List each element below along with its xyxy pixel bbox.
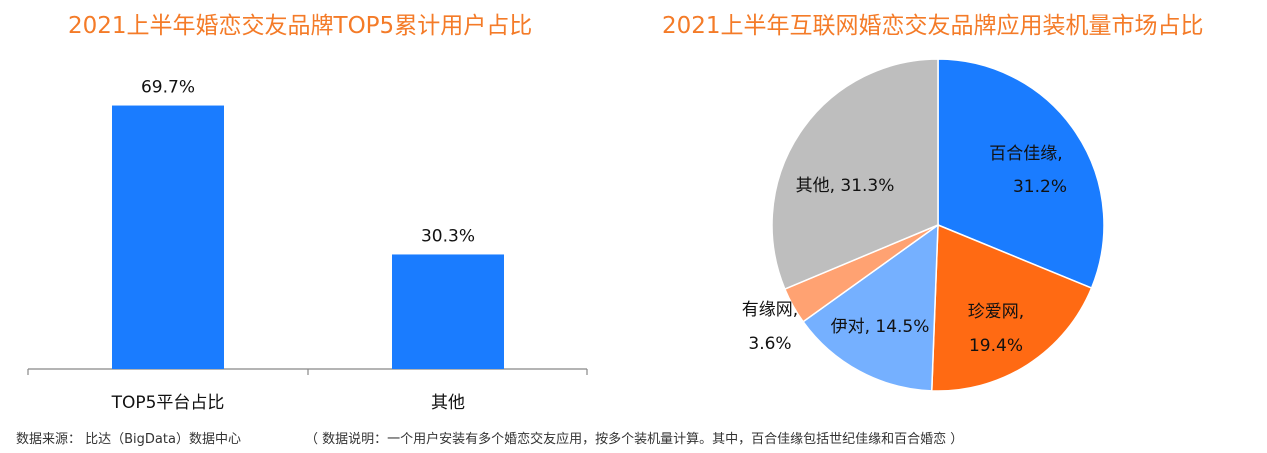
pie-slice-2 — [930, 223, 1093, 392]
bar-chart-title: 2021上半年婚恋交友品牌TOP5累计用户占比 — [68, 13, 533, 39]
pie-slice-label: 百合佳缘, — [989, 144, 1062, 164]
bar-2 — [392, 254, 504, 369]
pie-slice-label: 其他, 31.3% — [796, 176, 895, 196]
bar-value-label: 69.7% — [141, 78, 195, 98]
bar-chart: 69.7% TOP5平台占比 30.3% 其他 — [27, 78, 588, 413]
pie-slice-value-label: 31.2% — [1013, 177, 1067, 197]
bar-1 — [112, 105, 224, 369]
pie-slice-5 — [771, 58, 939, 290]
pie-chart-title: 2021上半年互联网婚恋交友品牌应用装机量市场占比 — [662, 13, 1204, 39]
pie-slice-label: 有缘网, — [742, 300, 798, 320]
pie-slice-value-label: 19.4% — [969, 336, 1023, 356]
footer-data-note: （ 数据说明：一个用户安装有多个婚恋交友应用，按多个装机量计算。其中，百合佳缘包… — [305, 432, 964, 447]
category-label: 其他 — [431, 393, 465, 413]
pie-slice-4 — [783, 224, 939, 323]
pie-slice-label: 伊对, 14.5% — [831, 317, 930, 337]
category-label: TOP5平台占比 — [111, 393, 225, 413]
pie-slice-label: 珍爱网, — [968, 302, 1024, 322]
footer-data-source: 数据来源： 比达（BigData）数据中心 — [16, 432, 241, 447]
bar-value-label: 30.3% — [421, 226, 475, 246]
pie-slice-value-label: 3.6% — [748, 334, 791, 354]
pie-slice-3 — [802, 223, 939, 392]
pie-slice-1 — [937, 58, 1105, 290]
